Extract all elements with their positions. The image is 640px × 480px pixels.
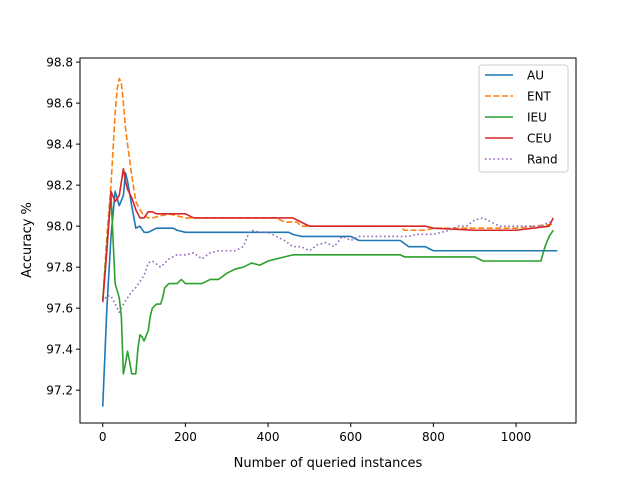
legend-label-ent: ENT bbox=[527, 90, 552, 104]
y-tick-label: 97.8 bbox=[46, 261, 73, 275]
x-tick-label: 1000 bbox=[501, 430, 532, 444]
y-tick-label: 98.8 bbox=[46, 56, 73, 70]
series-line-ent bbox=[101, 77, 554, 303]
x-tick-label: 200 bbox=[174, 430, 197, 444]
legend-label-ieu: IEU bbox=[527, 111, 547, 125]
x-axis-label: Number of queried instances bbox=[234, 456, 423, 471]
legend-frame bbox=[478, 64, 569, 173]
series-line-ceu bbox=[101, 167, 554, 303]
plot-frame bbox=[79, 57, 577, 424]
x-tick-label: 600 bbox=[339, 430, 362, 444]
y-axis-label: Accuracy % bbox=[20, 202, 35, 278]
y-tick-label: 97.2 bbox=[46, 384, 73, 398]
legend: AU ENT IEU CEU Rand bbox=[478, 64, 569, 173]
series-line-ieu bbox=[101, 194, 554, 375]
y-axis-ticks: 97.2 97.4 97.6 97.8 98.0 98.2 98.4 98.6 98.8 bbox=[46, 56, 80, 398]
x-tick-label: 800 bbox=[422, 430, 445, 444]
legend-items: AU ENT IEU CEU Rand bbox=[485, 69, 558, 167]
y-tick-label: 98.2 bbox=[46, 179, 73, 193]
legend-label-rand: Rand bbox=[527, 153, 558, 167]
y-tick-label: 98.0 bbox=[46, 220, 73, 234]
legend-label-ceu: CEU bbox=[527, 132, 552, 146]
legend-label-au: AU bbox=[527, 69, 544, 83]
x-tick-label: 400 bbox=[257, 430, 280, 444]
series-line-rand bbox=[102, 217, 554, 314]
y-tick-label: 97.4 bbox=[46, 343, 73, 357]
y-tick-label: 97.6 bbox=[46, 302, 73, 316]
series-lines bbox=[101, 77, 558, 407]
y-tick-label: 98.6 bbox=[46, 97, 73, 111]
x-tick-label: 0 bbox=[99, 430, 107, 444]
x-axis-ticks: 0 200 400 600 800 1000 bbox=[99, 423, 531, 444]
y-tick-label: 98.4 bbox=[46, 138, 73, 152]
